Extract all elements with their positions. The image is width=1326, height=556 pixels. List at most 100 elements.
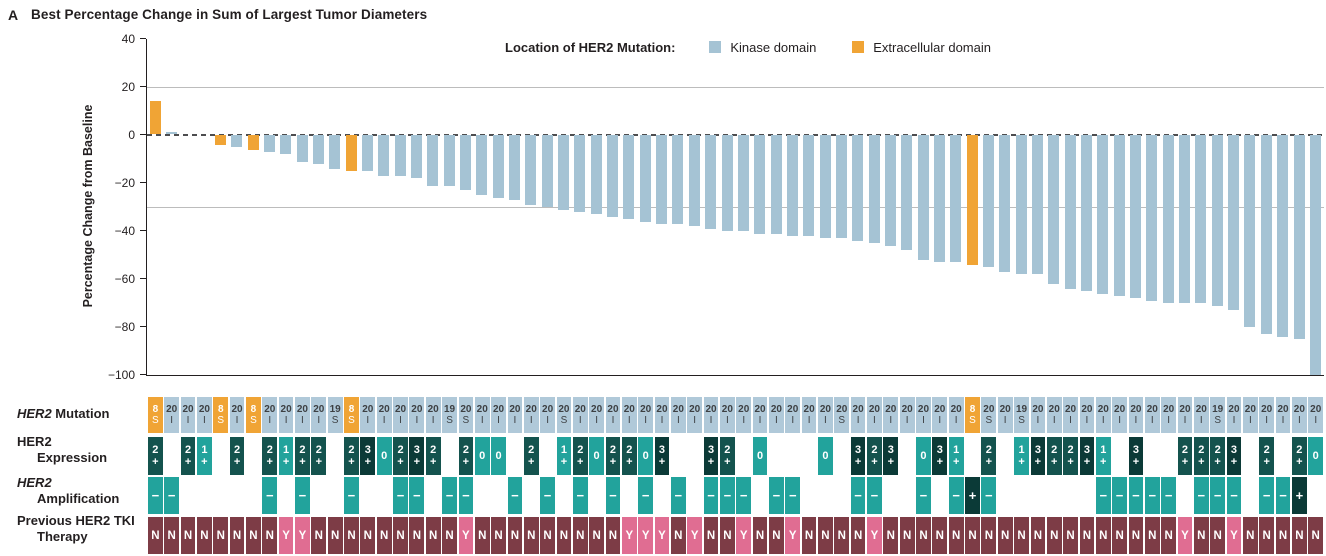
waterfall-bar [460,135,472,191]
expression-cell: 2 + [344,436,359,475]
tki-cell: Y [1226,517,1242,554]
tki-cell: N [148,517,163,554]
mutation-cell: 20 I [474,397,490,433]
waterfall-bar [541,135,553,208]
waterfall-bar [835,135,847,239]
amplification-cell: − [769,477,784,514]
expression-cell: 1 + [1014,436,1029,475]
mutation-cell: 20 I [850,397,866,433]
tki-cell: N [1144,517,1160,554]
mutation-cell: 20 I [1308,397,1324,433]
amplification-cell: − [164,477,180,514]
waterfall-bar [1244,135,1256,328]
mutation-cell: 20 I [703,397,719,433]
y-tick-mark [139,373,146,376]
zero-baseline [147,134,1324,136]
tki-cell: N [818,517,833,554]
tki-cell: N [1193,517,1209,554]
waterfall-bar [933,135,945,263]
tki-cell: N [916,517,931,554]
amplification-cell: − [507,477,523,514]
tki-cell: N [605,517,621,554]
waterfall-bar [623,135,635,220]
waterfall-bar [1064,135,1076,289]
waterfall-bar [558,135,570,210]
amplification-cell: − [703,477,719,514]
tki-cell: N [1095,517,1111,554]
waterfall-bar [1015,135,1027,275]
row-label-amplification: HER2 Amplification [17,475,120,506]
expression-cell: 2 + [458,436,474,475]
mutation-cell: 20 I [262,397,278,433]
waterfall-bar [263,135,275,153]
tki-cell: N [393,517,408,554]
expression-cell: 1 + [556,436,572,475]
tki-cell: N [360,517,376,554]
expression-cell: 2 + [148,436,163,475]
waterfall-bar [509,135,521,201]
mutation-cell: 20 I [916,397,931,433]
tki-cell: N [997,517,1013,554]
tki-cell: N [213,517,229,554]
expression-cell: 3 + [932,436,948,475]
waterfall-bar [917,135,929,261]
waterfall-bar [312,135,324,165]
mutation-cell: 20 I [278,397,294,433]
mutation-cell: 20 I [1242,397,1258,433]
tki-cell: N [572,517,588,554]
expression-cell: 1 + [1095,436,1111,475]
amplification-cell: − [1112,477,1127,514]
expression-cell: 2 + [1177,436,1193,475]
mutation-cell: 20 I [687,397,703,433]
waterfall-bar [165,132,177,135]
mutation-cell: 20 I [507,397,523,433]
mutation-cell: 20 I [1046,397,1062,433]
tki-cell: N [1242,517,1258,554]
mutation-cell: 20 I [752,397,768,433]
tki-cell: N [507,517,523,554]
expression-cell: 2 + [605,436,621,475]
expression-cell: 2 + [1292,436,1307,475]
mutation-cell: 20 I [948,397,964,433]
tki-cell: N [1014,517,1029,554]
mutation-cell: 20 I [932,397,948,433]
mutation-cell: 19 S [1210,397,1226,433]
expression-cell: 1 + [278,436,294,475]
panel-letter: A [8,7,19,23]
expression-cell: 0 [491,436,506,475]
waterfall-bar [1277,135,1289,337]
waterfall-bar [705,135,717,229]
mutation-cell: 20 I [605,397,621,433]
tki-cell: N [932,517,948,554]
waterfall-bar [1293,135,1305,340]
expression-cell: 2 + [1210,436,1226,475]
amplification-cell: − [850,477,866,514]
expression-cell: 2 + [981,436,997,475]
amplification-cell: − [1226,477,1242,514]
waterfall-bar [1179,135,1191,304]
tki-cell: N [1030,517,1046,554]
expression-cell: 3 + [1030,436,1046,475]
mutation-cell: 20 I [197,397,212,433]
mutation-cell: 20 I [801,397,817,433]
mutation-cell: 20 I [572,397,588,433]
waterfall-bar [754,135,766,234]
waterfall-bar [852,135,864,241]
tki-cell: N [850,517,866,554]
tki-cell: Y [621,517,637,554]
y-tick-mark [139,133,146,136]
amplification-cell: − [393,477,408,514]
mutation-cell: 20 I [540,397,555,433]
tki-cell: N [769,517,784,554]
mutation-cell: 20 I [1079,397,1095,433]
tki-cell: N [425,517,441,554]
tki-cell: Y [295,517,310,554]
mutation-cell: 20 I [491,397,506,433]
mutation-cell: 20 I [376,397,392,433]
mutation-cell: 20 I [180,397,196,433]
reference-line-minus30 [147,206,1324,208]
tki-cell: N [1046,517,1062,554]
